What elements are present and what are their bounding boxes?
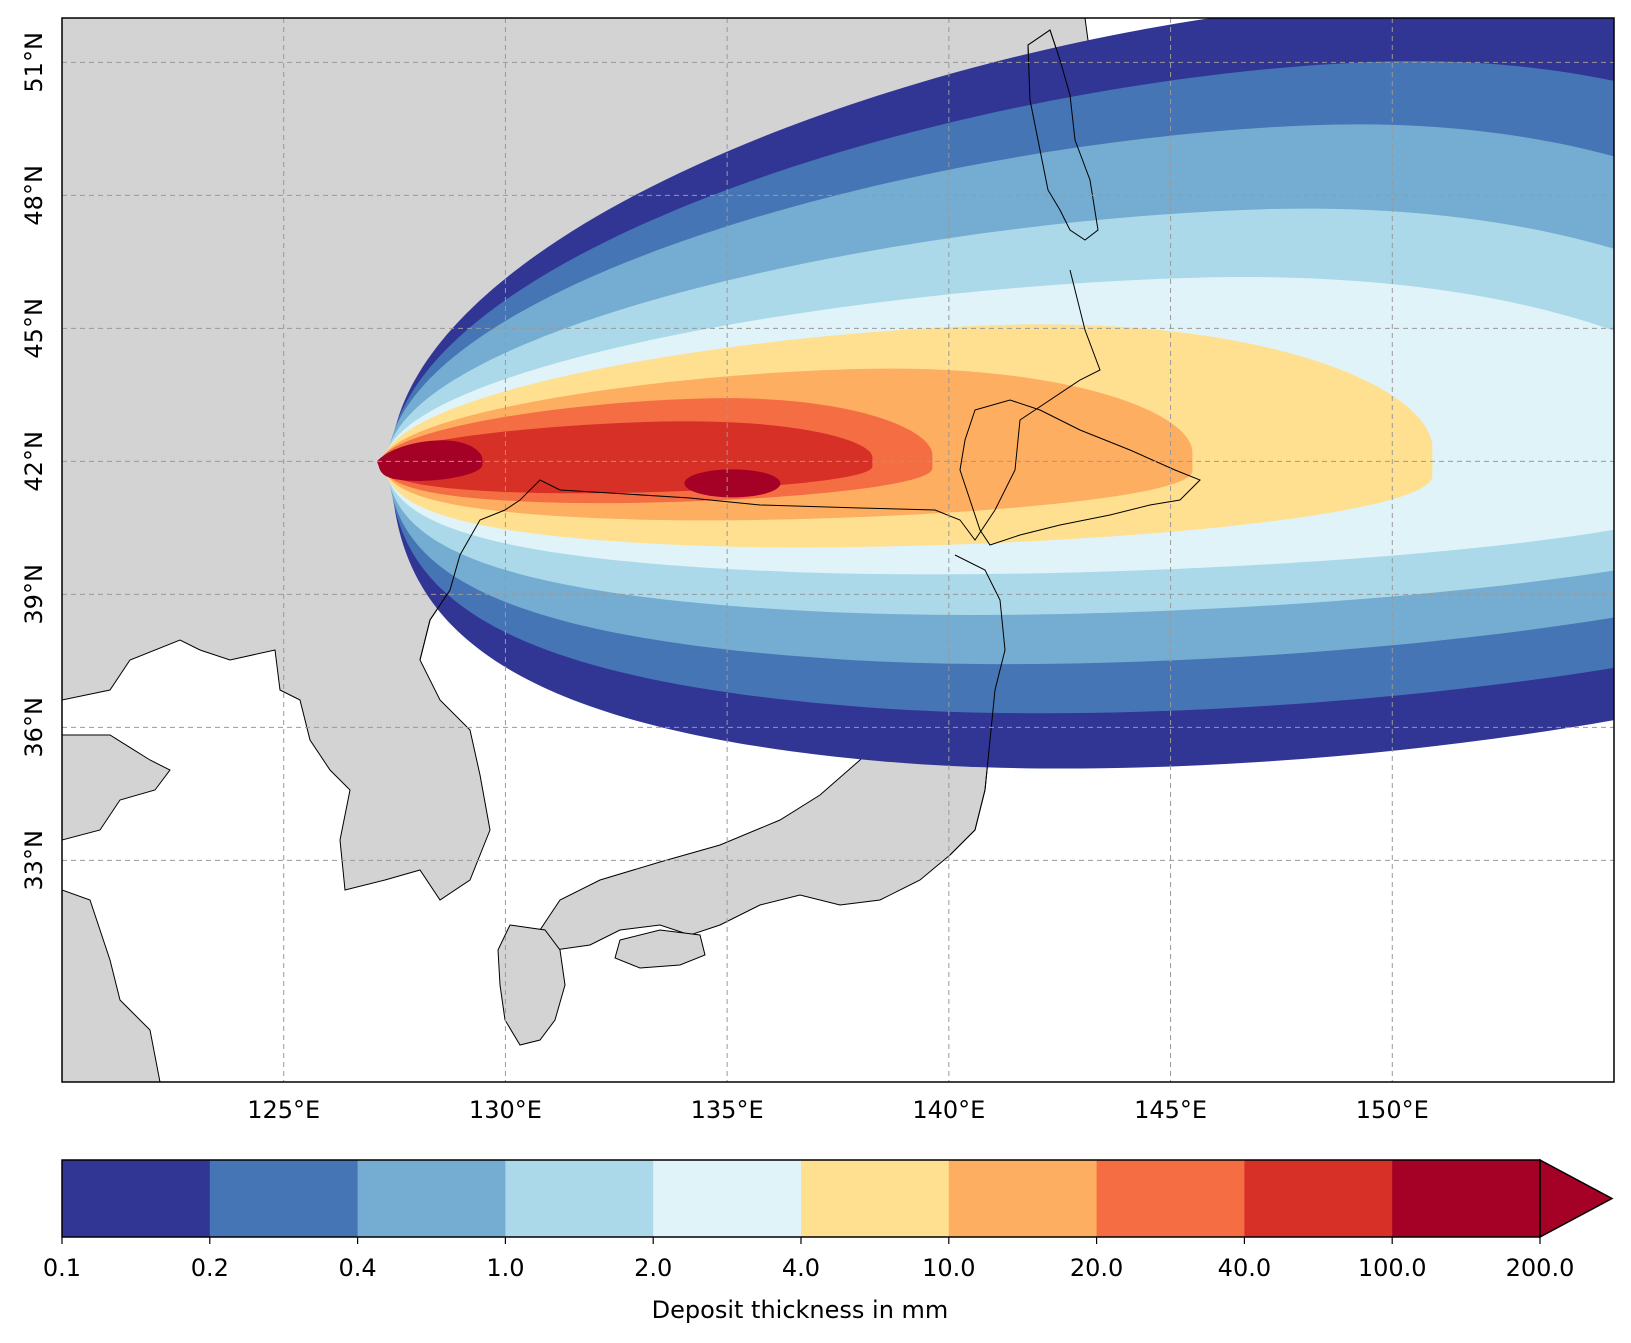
- lat-tick-label: 42°N: [20, 431, 48, 492]
- colorbar-tick-label: 100.0: [1358, 1254, 1427, 1282]
- coast-hokkaido-outline: [959, 399, 1201, 546]
- landmass-shikoku: [614, 929, 706, 969]
- colorbar-tick-labels: 0.1 0.2 0.4 1.0 2.0 4.0 10.0 20.0 40.0 100.0 200.0: [43, 1237, 1574, 1282]
- colorbar-segment: [948, 1160, 1098, 1237]
- lat-tick-label: 36°N: [20, 697, 48, 758]
- deposit-plume: [376, 18, 1614, 769]
- lat-tick-label: 51°N: [20, 32, 48, 92]
- coastline-overlay: [419, 29, 1201, 856]
- plume-secondary-maximum: [684, 469, 781, 498]
- lat-tick-label: 48°N: [20, 165, 48, 226]
- colorbar-segment: [1392, 1160, 1541, 1237]
- colorbar-segment: [653, 1160, 802, 1237]
- colorbar-tick-label: 20.0: [1070, 1254, 1123, 1282]
- colorbar-tick-label: 0.1: [43, 1254, 81, 1282]
- coast-sakhalin-outline: [1027, 29, 1099, 241]
- colorbar-segment: [1244, 1160, 1393, 1237]
- landmass-china-southeast: [62, 889, 161, 1082]
- colorbar-segment: [62, 1160, 211, 1237]
- lon-tick-label: 135°E: [691, 1096, 764, 1124]
- coast-honshu-outline: [949, 554, 1006, 856]
- landmass-kyushu: [497, 924, 566, 1046]
- colorbar-tick-label: 10.0: [922, 1254, 975, 1282]
- colorbar-tick-label: 0.2: [191, 1254, 229, 1282]
- colorbar-tick-label: 2.0: [634, 1254, 672, 1282]
- colorbar-tick-label: 1.0: [486, 1254, 524, 1282]
- lon-tick-label: 130°E: [469, 1096, 542, 1124]
- colorbar-segment: [357, 1160, 506, 1237]
- map-area: [62, 18, 1614, 1082]
- longitude-labels: 125°E 130°E 135°E 140°E 145°E 150°E: [247, 1096, 1429, 1124]
- colorbar-tick-label: 200.0: [1506, 1254, 1575, 1282]
- lon-tick-label: 145°E: [1134, 1096, 1207, 1124]
- plume-band-100.0: [376, 440, 483, 481]
- map-frame: [61, 17, 1615, 1083]
- lon-tick-label: 125°E: [247, 1096, 320, 1124]
- latitude-labels: 33°N 36°N 39°N 42°N 45°N 48°N 51°N: [20, 32, 48, 891]
- lon-tick-label: 140°E: [912, 1096, 985, 1124]
- colorbar-tick-label: 40.0: [1218, 1254, 1271, 1282]
- colorbar: [61, 1158, 1614, 1239]
- colorbar-segment: [801, 1160, 950, 1237]
- landmass-china-south: [62, 734, 171, 841]
- graticule: [62, 18, 1614, 1082]
- lat-tick-label: 39°N: [20, 564, 48, 625]
- coast-mainland-outline: [419, 269, 1101, 661]
- colorbar-title: Deposit thickness in mm: [652, 1296, 949, 1324]
- lon-tick-label: 150°E: [1356, 1096, 1429, 1124]
- colorbar-segment: [1096, 1160, 1245, 1237]
- colorbar-extend-arrow: [1539, 1158, 1614, 1239]
- colorbar-tick-label: 4.0: [782, 1254, 820, 1282]
- colorbar-segment: [209, 1160, 359, 1237]
- lat-tick-label: 33°N: [20, 830, 48, 891]
- lat-tick-label: 45°N: [20, 298, 48, 359]
- colorbar-tick-label: 0.4: [339, 1254, 377, 1282]
- colorbar-segment: [505, 1160, 654, 1237]
